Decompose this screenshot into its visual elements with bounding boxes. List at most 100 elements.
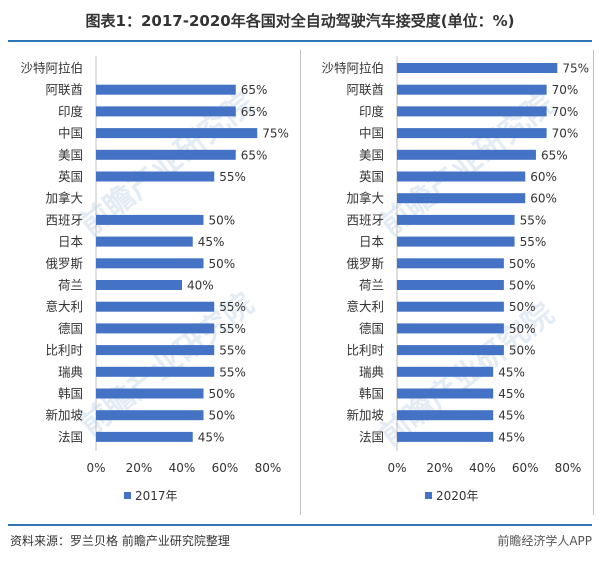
bar	[397, 301, 504, 312]
value-label: 45%	[198, 430, 225, 444]
bar	[96, 366, 215, 377]
category-label: 印度	[58, 104, 84, 119]
page-title: 图表1：2017-2020年各国对全自动驾驶汽车接受度(单位：%)	[85, 12, 515, 30]
value-label: 45%	[498, 387, 525, 401]
bar	[96, 106, 236, 117]
tick-label: 80%	[255, 461, 282, 475]
category-label: 沙特阿拉伯	[20, 61, 83, 76]
value-label: 55%	[219, 300, 246, 314]
category-label: 瑞典	[58, 364, 83, 379]
bar	[397, 258, 504, 269]
bar	[96, 431, 193, 442]
bar	[397, 431, 494, 442]
category-label: 印度	[359, 104, 385, 119]
bar	[397, 236, 515, 247]
value-label: 40%	[187, 279, 214, 293]
bar	[397, 345, 504, 356]
value-label: 45%	[198, 235, 225, 249]
category-label: 比利时	[346, 343, 384, 358]
bar	[96, 84, 236, 95]
bar	[96, 301, 215, 312]
tick-label: 40%	[169, 461, 196, 475]
value-label: 50%	[209, 213, 236, 227]
category-label: 中国	[359, 126, 384, 141]
category-label: 俄罗斯	[346, 256, 384, 271]
category-label: 美国	[359, 147, 384, 162]
category-label: 中国	[58, 126, 83, 141]
category-label: 沙特阿拉伯	[321, 61, 384, 76]
bar	[96, 410, 204, 421]
bar	[397, 63, 558, 73]
value-label: 55%	[219, 344, 246, 358]
legend-swatch	[425, 492, 432, 499]
title-rule	[8, 40, 592, 42]
bar	[397, 128, 547, 139]
tick-label: 0%	[86, 461, 105, 475]
value-label: 65%	[241, 83, 268, 97]
value-label: 70%	[552, 127, 579, 141]
value-label: 70%	[552, 105, 579, 119]
category-label: 韩国	[58, 386, 83, 401]
category-label: 法国	[58, 429, 83, 444]
bar	[397, 280, 504, 290]
bar	[96, 128, 258, 139]
tick-label: 60%	[512, 461, 539, 475]
panel-divider-center	[300, 50, 301, 515]
bar	[397, 366, 494, 377]
bar	[397, 84, 547, 95]
bar	[96, 258, 204, 269]
value-label: 55%	[219, 322, 246, 336]
category-label: 美国	[58, 147, 83, 162]
category-label: 西班牙	[346, 212, 384, 227]
value-label: 50%	[209, 257, 236, 271]
tick-label: 80%	[555, 461, 582, 475]
bar	[397, 388, 494, 399]
bar	[397, 193, 526, 204]
legend-label: 2020年	[436, 489, 479, 503]
category-label: 阿联酋	[45, 82, 83, 97]
value-label: 55%	[520, 213, 547, 227]
tick-label: 20%	[126, 461, 153, 475]
tick-label: 60%	[212, 461, 239, 475]
tick-label: 0%	[387, 461, 406, 475]
category-label: 新加坡	[346, 408, 384, 423]
bar	[397, 214, 515, 225]
tick-label: 40%	[469, 461, 496, 475]
bar	[96, 171, 215, 182]
category-label: 日本	[58, 234, 84, 249]
value-label: 50%	[509, 279, 536, 293]
legend-label: 2017年	[135, 489, 178, 503]
value-label: 45%	[498, 409, 525, 423]
value-label: 75%	[262, 127, 289, 141]
bar	[397, 323, 504, 334]
category-label: 瑞典	[359, 364, 384, 379]
category-label: 加拿大	[45, 191, 83, 206]
bar	[397, 149, 536, 160]
bar	[96, 323, 215, 334]
value-label: 70%	[552, 83, 579, 97]
category-label: 加拿大	[346, 191, 384, 206]
value-label: 60%	[530, 192, 557, 206]
value-label: 65%	[241, 148, 268, 162]
category-label: 荷兰	[359, 278, 384, 293]
category-label: 荷兰	[58, 278, 83, 293]
value-label: 50%	[509, 300, 536, 314]
category-label: 意大利	[45, 299, 83, 314]
bar	[96, 388, 204, 399]
panel-divider-right	[593, 50, 594, 515]
category-label: 英国	[359, 169, 384, 184]
category-label: 德国	[359, 321, 384, 336]
value-label: 45%	[498, 430, 525, 444]
category-label: 法国	[359, 429, 384, 444]
category-label: 阿联酋	[346, 82, 384, 97]
bar	[397, 106, 547, 117]
category-label: 意大利	[346, 299, 384, 314]
value-label: 65%	[241, 105, 268, 119]
value-label: 50%	[209, 409, 236, 423]
bar	[96, 236, 193, 247]
category-label: 日本	[359, 234, 385, 249]
footer-logo: 前瞻经济学人APP	[497, 534, 592, 548]
category-label: 比利时	[45, 343, 83, 358]
value-label: 55%	[520, 235, 547, 249]
